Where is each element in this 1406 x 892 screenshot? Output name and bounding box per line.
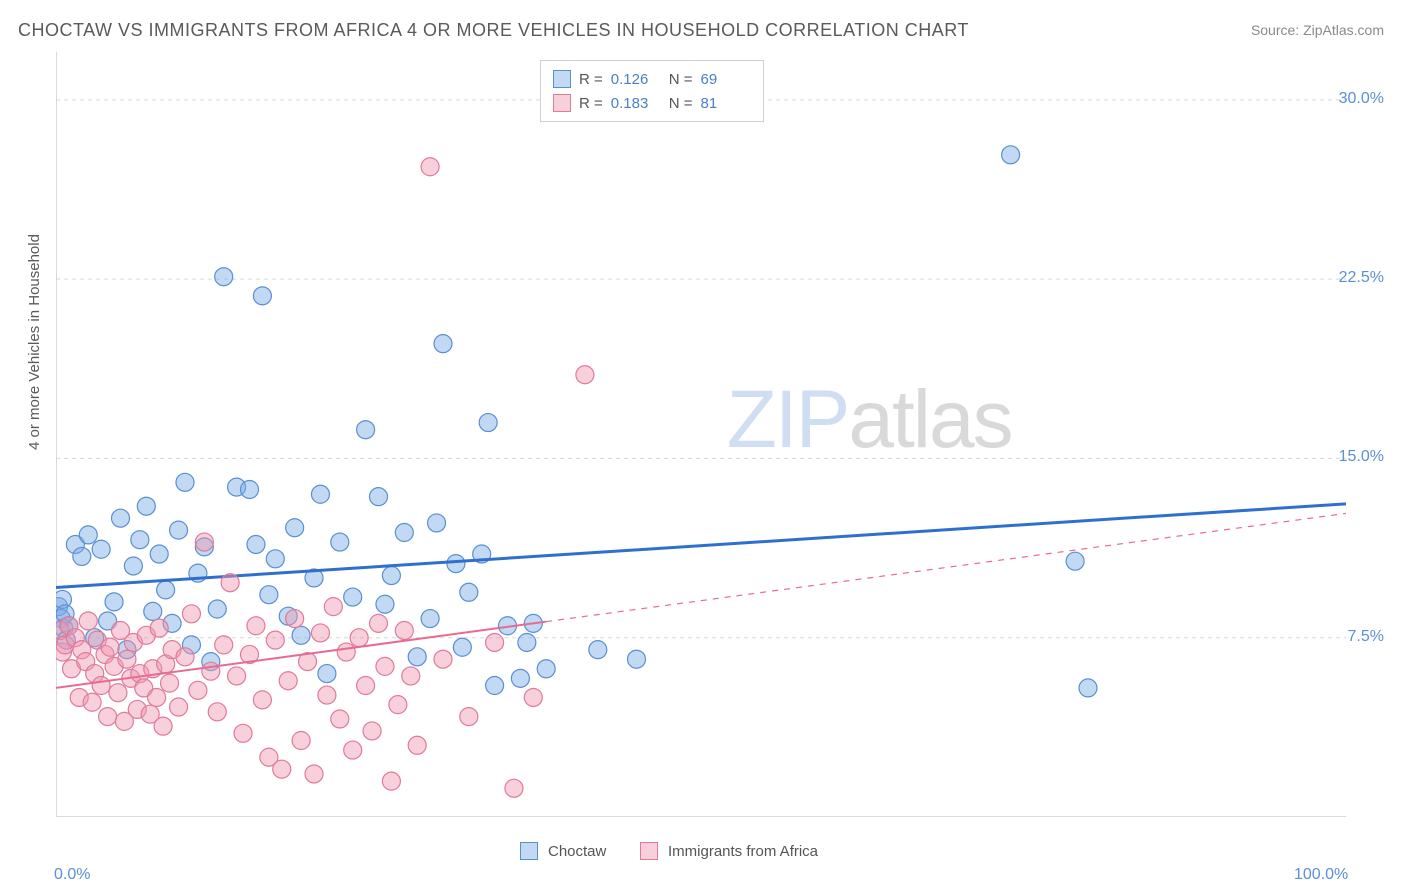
legend-n-value: 81 bbox=[701, 95, 751, 112]
y-tick-label: 7.5% bbox=[1348, 628, 1384, 646]
legend-swatch bbox=[553, 94, 571, 112]
correlation-chart: CHOCTAW VS IMMIGRANTS FROM AFRICA 4 OR M… bbox=[0, 0, 1406, 892]
legend-swatch bbox=[520, 842, 538, 860]
source-label: Source: ZipAtlas.com bbox=[1251, 22, 1384, 38]
legend-n-value: 69 bbox=[701, 71, 751, 88]
correlation-legend: R =0.126N =69R =0.183N =81 bbox=[540, 60, 764, 122]
series-legend-item: Choctaw bbox=[520, 842, 606, 860]
legend-row: R =0.126N =69 bbox=[553, 67, 751, 91]
y-tick-label: 15.0% bbox=[1339, 448, 1384, 466]
y-axis-label: 4 or more Vehicles in Household bbox=[26, 234, 43, 450]
plot-area bbox=[56, 52, 1346, 817]
legend-row: R =0.183N =81 bbox=[553, 91, 751, 115]
legend-label: Choctaw bbox=[548, 843, 606, 860]
series-legend-item: Immigrants from Africa bbox=[640, 842, 818, 860]
y-tick-label: 22.5% bbox=[1339, 269, 1384, 287]
x-tick-label: 0.0% bbox=[54, 866, 90, 884]
y-tick-label: 30.0% bbox=[1339, 90, 1384, 108]
legend-swatch bbox=[640, 842, 658, 860]
legend-r-value: 0.126 bbox=[611, 71, 661, 88]
legend-swatch bbox=[553, 70, 571, 88]
chart-title: CHOCTAW VS IMMIGRANTS FROM AFRICA 4 OR M… bbox=[18, 20, 969, 41]
legend-r-value: 0.183 bbox=[611, 95, 661, 112]
legend-label: Immigrants from Africa bbox=[668, 843, 818, 860]
x-tick-label: 100.0% bbox=[1294, 866, 1348, 884]
